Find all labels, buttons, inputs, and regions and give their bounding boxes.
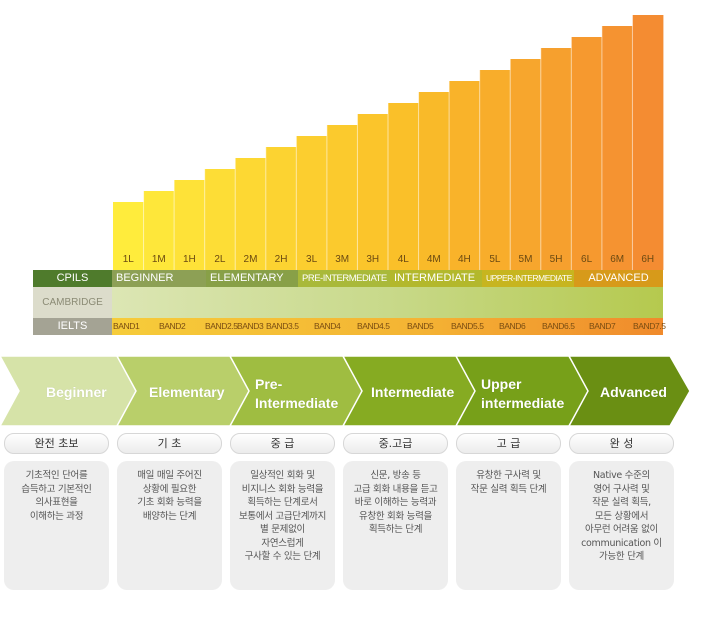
level-bar bbox=[265, 147, 297, 270]
level-tick-label: 6H bbox=[641, 254, 654, 265]
ielts-row: IELTS BAND1 BAND2 BAND2.5 BAND3 BAND3.5 … bbox=[33, 318, 666, 335]
ielts-band: BAND6 bbox=[499, 321, 526, 331]
cpils-segment-intermediate: INTERMEDIATE bbox=[390, 270, 482, 287]
ielts-band: BAND2.5 bbox=[205, 321, 238, 331]
level-bar bbox=[632, 15, 664, 270]
level-bar bbox=[204, 169, 236, 270]
stage-description-elementary: 매일 매일 주어진 상황에 필요한 기초 회화 능력을 배양하는 단계 bbox=[117, 461, 222, 590]
cambridge-label: CAMBRIDGE bbox=[33, 287, 112, 318]
level-bar bbox=[479, 70, 511, 270]
level-bar bbox=[601, 26, 633, 270]
stage-arrow bbox=[568, 356, 691, 426]
level-bar bbox=[388, 103, 419, 270]
stage-label-pre-intermediate-line2: Intermediate bbox=[255, 395, 339, 411]
stage-arrow bbox=[116, 356, 251, 426]
level-bar bbox=[418, 92, 450, 270]
level-tick-label: 4L bbox=[398, 254, 410, 265]
level-tick-label: 3L bbox=[306, 254, 318, 265]
level-tick-label: 1L bbox=[123, 254, 135, 265]
level-tick-label: 3M bbox=[335, 254, 349, 265]
level-tick-label: 6L bbox=[581, 254, 593, 265]
cpils-segment-pre-intermediate: PRE-INTERMEDIATE bbox=[298, 270, 390, 287]
ielts-band: BAND5 bbox=[407, 321, 434, 331]
stage-tab-advanced: 완 성 bbox=[569, 433, 674, 454]
level-tick-label: 3H bbox=[366, 254, 379, 265]
level-tick-label: 1M bbox=[152, 254, 166, 265]
stage-arrow-flow bbox=[0, 356, 691, 426]
ielts-band: BAND3 bbox=[237, 321, 264, 331]
stage-arrow bbox=[0, 356, 138, 426]
level-tick-label: 2H bbox=[275, 254, 288, 265]
ielts-band: BAND4.5 bbox=[357, 321, 390, 331]
level-tick-label: 5M bbox=[519, 254, 533, 265]
level-bar bbox=[571, 37, 603, 270]
level-bar bbox=[449, 81, 481, 270]
level-bar bbox=[174, 180, 206, 270]
cpils-row: CPILS BEGINNER ELEMENTARY PRE-INTERMEDIA… bbox=[33, 270, 663, 287]
stage-tab-beginner: 완전 초보 bbox=[4, 433, 109, 454]
ielts-band: BAND6.5 bbox=[542, 321, 575, 331]
stage-description-pre-intermediate: 일상적인 회화 및 비지니스 회화 능력을 획득하는 단계로서 보통에서 고급단… bbox=[230, 461, 335, 590]
level-bar bbox=[357, 114, 389, 270]
stage-label-beginner: Beginner bbox=[46, 384, 107, 400]
stage-tab-upper-intermediate: 고 급 bbox=[456, 433, 561, 454]
level-tick-label: 5L bbox=[489, 254, 501, 265]
stage-label-elementary: Elementary bbox=[149, 384, 225, 400]
stage-label-upper-intermediate-line2: intermediate bbox=[481, 395, 565, 411]
stage-tab-elementary: 기 초 bbox=[117, 433, 222, 454]
level-tick-label: 6M bbox=[610, 254, 624, 265]
cambridge-row: CAMBRIDGE bbox=[33, 287, 663, 318]
stage-description-advanced: Native 수준의 영어 구사력 및 작문 실력 획득, 모든 상황에서 아무… bbox=[569, 461, 674, 590]
stage-tab-intermediate: 중.고급 bbox=[343, 433, 448, 454]
level-bar bbox=[143, 191, 175, 270]
ielts-band: BAND5.5 bbox=[451, 321, 484, 331]
ielts-band: BAND7.5 bbox=[633, 321, 666, 331]
level-bar bbox=[235, 158, 267, 270]
level-bar bbox=[540, 48, 572, 270]
level-tick-label: 2M bbox=[244, 254, 258, 265]
level-bar bbox=[113, 202, 144, 270]
ielts-label: IELTS bbox=[33, 318, 112, 335]
stage-label-pre-intermediate-line1: Pre- bbox=[255, 376, 283, 392]
cpils-segment-beginner: BEGINNER bbox=[112, 270, 206, 287]
ielts-band: BAND7 bbox=[589, 321, 616, 331]
level-bar bbox=[296, 136, 328, 270]
stage-tab-pre-intermediate: 중 급 bbox=[230, 433, 335, 454]
level-tick-label: 4M bbox=[427, 254, 441, 265]
level-staircase-chart: 1L 1M 1H 2L 2M 2H 3L 3M 3H 4L 4M 4H 5L 5M 5H 6L 6M 6H bbox=[113, 15, 664, 270]
cpils-segment-upper-intermediate: UPPER-INTERMEDIATE bbox=[482, 270, 574, 287]
cambridge-fill bbox=[112, 287, 663, 318]
stage-description-beginner: 기초적인 단어를 습득하고 기본적인 의사표현을 이해하는 과정 bbox=[4, 461, 109, 590]
level-tick-label: 2L bbox=[214, 254, 226, 265]
ielts-band: BAND2 bbox=[159, 321, 186, 331]
level-bar bbox=[326, 125, 358, 270]
level-tick-label: 1H bbox=[183, 254, 196, 265]
cpils-segment-advanced: ADVANCED bbox=[574, 270, 663, 287]
stage-arrow bbox=[229, 356, 364, 426]
level-tick-label: 4H bbox=[458, 254, 471, 265]
cpils-label: CPILS bbox=[33, 270, 112, 287]
ielts-band: BAND3.5 bbox=[266, 321, 299, 331]
stage-label-upper-intermediate-line1: Upper bbox=[481, 376, 522, 392]
level-tick-label: 5H bbox=[550, 254, 563, 265]
ielts-fill bbox=[112, 318, 663, 335]
stage-description-upper-intermediate: 유창한 구사력 및 작문 실력 획득 단계 bbox=[456, 461, 561, 590]
stage-arrow bbox=[342, 356, 477, 426]
stage-arrow bbox=[455, 356, 590, 426]
ielts-band: BAND4 bbox=[314, 321, 341, 331]
stage-description-intermediate: 신문, 방송 등 고급 회화 내용을 듣고 바로 이해하는 능력과 유창한 회화… bbox=[343, 461, 448, 590]
ielts-band: BAND1 bbox=[113, 321, 140, 331]
level-bar bbox=[510, 59, 542, 270]
stage-label-advanced: Advanced bbox=[600, 384, 667, 400]
cpils-segment-elementary: ELEMENTARY bbox=[206, 270, 298, 287]
stage-label-intermediate: Intermediate bbox=[371, 384, 455, 400]
